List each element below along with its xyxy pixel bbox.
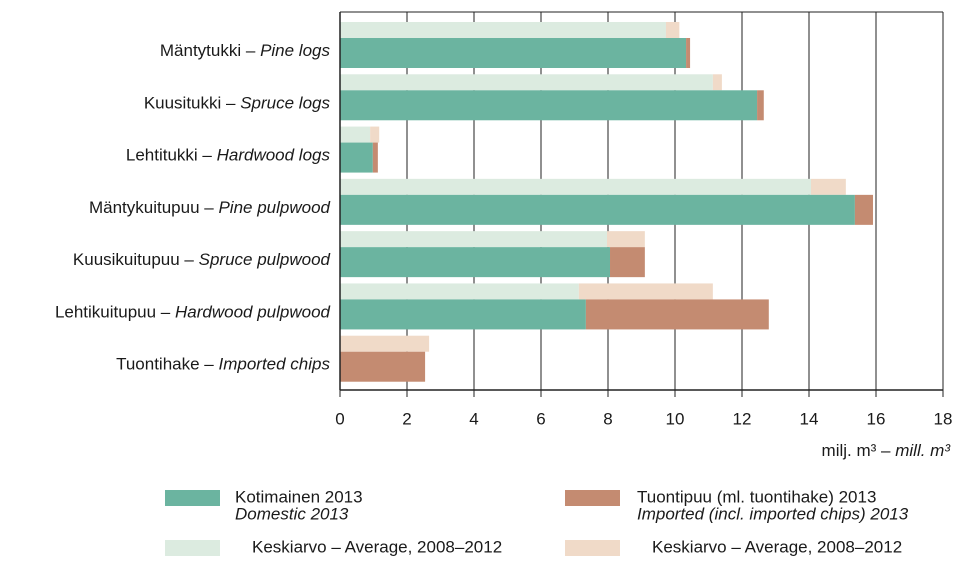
bar	[340, 247, 611, 278]
bar	[686, 38, 691, 68]
bar	[811, 178, 846, 195]
legend-label: Tuontipuu (ml. tuontihake) 2013	[637, 487, 876, 506]
bar	[757, 90, 764, 121]
y-tick-label: Lehtitukki – Hardwood logs	[126, 146, 331, 165]
legend-label: Keskiarvo – Average, 2008–2012	[252, 537, 502, 556]
bar	[854, 194, 873, 225]
bar	[665, 22, 680, 38]
bar	[340, 38, 687, 68]
x-tick-label: 16	[867, 409, 886, 428]
bar	[340, 194, 855, 225]
bar	[340, 231, 607, 248]
category-fi: Kuusikuitupuu –	[73, 251, 195, 270]
category-en: Hardwood logs	[217, 146, 331, 165]
x-tick-label: 14	[800, 409, 819, 428]
legend-label-en: Imported (incl. imported chips) 2013	[637, 504, 909, 523]
bar	[340, 283, 579, 300]
bar	[340, 90, 758, 121]
legend-swatch	[165, 490, 220, 506]
bar	[610, 247, 645, 278]
legend-swatch	[165, 540, 220, 556]
y-tick-label: Mäntytukki – Pine logs	[160, 41, 331, 60]
legend-label-en: Domestic 2013	[235, 504, 349, 523]
x-tick-label: 4	[469, 409, 478, 428]
bar	[606, 231, 645, 248]
x-tick-label: 18	[934, 409, 953, 428]
category-en: Pine logs	[260, 41, 330, 60]
bar	[340, 351, 426, 382]
y-tick-label: Lehtikuitupuu – Hardwood pulpwood	[55, 303, 331, 322]
category-fi: Mäntykuitupuu –	[89, 198, 214, 217]
category-fi: Mäntytukki –	[160, 41, 256, 60]
category-en: Hardwood pulpwood	[175, 303, 331, 322]
bar	[340, 22, 666, 38]
x-tick-label: 0	[335, 409, 344, 428]
category-fi: Lehtitukki –	[126, 146, 213, 165]
bar	[370, 126, 380, 143]
category-fi: Lehtikuitupuu –	[55, 303, 171, 322]
x-axis-label: milj. m³ – mill. m³	[822, 441, 952, 460]
y-tick-label: Tuontihake – Imported chips	[116, 355, 330, 374]
y-tick-label: Kuusitukki – Spruce logs	[144, 94, 331, 113]
x-tick-label: 2	[402, 409, 411, 428]
category-fi: Kuusitukki –	[144, 94, 236, 113]
category-en: Spruce logs	[240, 94, 330, 113]
x-tick-label: 8	[603, 409, 612, 428]
category-en: Pine pulpwood	[218, 198, 330, 217]
legend-label: Kotimainen 2013	[235, 487, 363, 506]
legend-swatch	[565, 540, 620, 556]
legend-label: Keskiarvo – Average, 2008–2012	[652, 537, 902, 556]
x-axis-label-fi: milj. m³ –	[822, 441, 891, 460]
bar	[578, 283, 713, 300]
category-en: Spruce pulpwood	[199, 251, 331, 270]
bar	[340, 299, 586, 330]
legend-swatch	[565, 490, 620, 506]
bar	[712, 74, 722, 91]
x-tick-label: 6	[536, 409, 545, 428]
bar	[585, 299, 769, 330]
bar	[340, 126, 371, 143]
category-en: Imported chips	[219, 355, 331, 374]
x-tick-label: 10	[666, 409, 685, 428]
bar	[372, 142, 378, 173]
x-tick-label: 12	[733, 409, 752, 428]
y-tick-label: Kuusikuitupuu – Spruce pulpwood	[73, 251, 331, 270]
x-axis-label-en: mill. m³	[895, 441, 951, 460]
bar	[340, 178, 812, 195]
bar	[340, 335, 430, 352]
y-tick-label: Mäntykuitupuu – Pine pulpwood	[89, 198, 331, 217]
bar	[340, 142, 373, 173]
category-fi: Tuontihake –	[116, 355, 214, 374]
bar	[340, 74, 713, 91]
